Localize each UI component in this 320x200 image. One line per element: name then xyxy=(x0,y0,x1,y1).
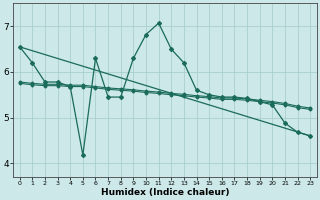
X-axis label: Humidex (Indice chaleur): Humidex (Indice chaleur) xyxy=(101,188,229,197)
